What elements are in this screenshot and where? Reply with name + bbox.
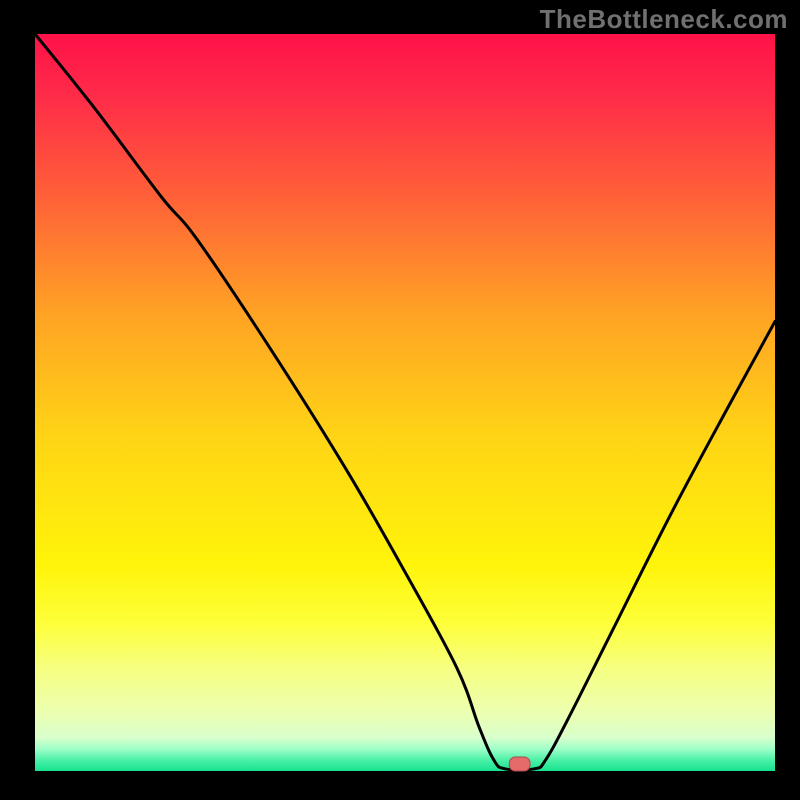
optimal-marker <box>509 757 530 771</box>
bottleneck-chart <box>0 0 800 800</box>
watermark-text: TheBottleneck.com <box>540 4 788 35</box>
chart-stage: TheBottleneck.com <box>0 0 800 800</box>
plot-background <box>35 34 775 771</box>
